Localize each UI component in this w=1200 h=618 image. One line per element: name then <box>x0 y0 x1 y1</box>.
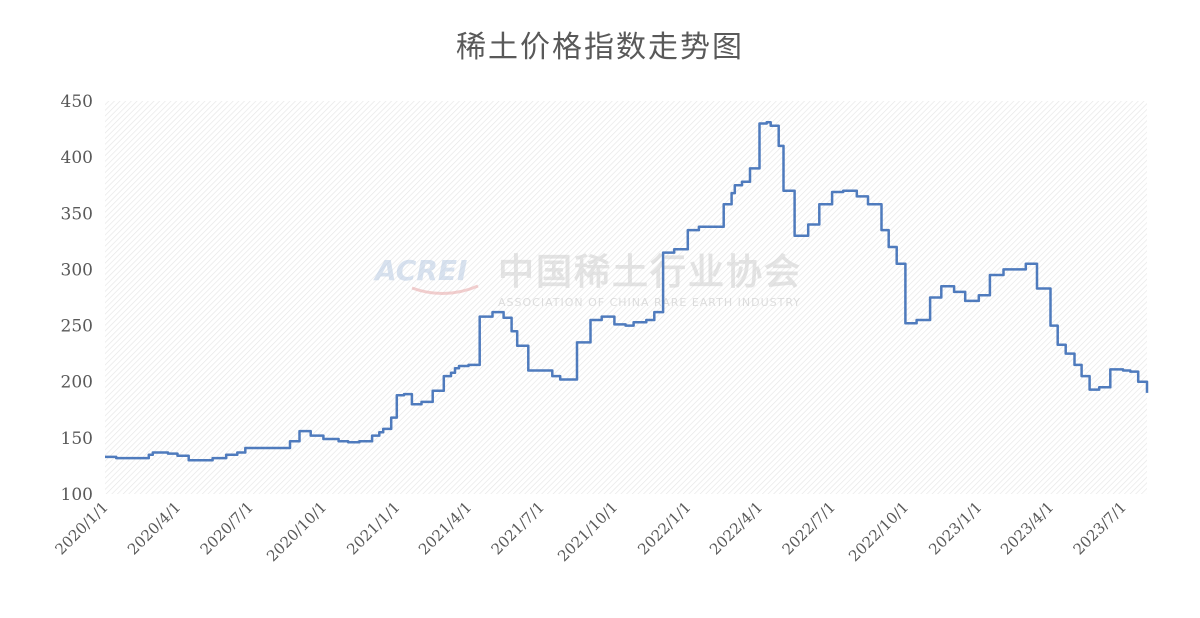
series-line <box>105 121 1149 462</box>
watermark-swoosh-icon <box>411 284 479 296</box>
x-tick-label: 2022/7/1 <box>779 498 839 558</box>
x-tick-label: 2023/7/1 <box>1070 498 1130 558</box>
x-tick-label: 2022/4/1 <box>706 498 766 558</box>
x-tick-label: 2020/1/1 <box>51 498 111 558</box>
x-tick-label: 2023/4/1 <box>997 498 1057 558</box>
x-tick-label: 2021/10/1 <box>554 498 621 565</box>
watermark-logo: ACREI <box>373 254 467 287</box>
x-tick-label: 2021/4/1 <box>415 498 475 558</box>
x-tick-label: 2020/10/1 <box>263 498 330 565</box>
x-tick-label: 2020/4/1 <box>124 498 184 558</box>
y-tick-label: 450 <box>61 92 93 112</box>
watermark: ACREI 中国稀土行业协会 ASSOCIATION OF CHINA RARE… <box>373 252 802 309</box>
y-axis: 100 150 200 250 300 350 400 450 <box>61 92 93 505</box>
y-tick-label: 200 <box>61 373 93 393</box>
y-tick-label: 100 <box>61 485 93 505</box>
watermark-en: ASSOCIATION OF CHINA RARE EARTH INDUSTRY <box>498 296 801 309</box>
chart-title: 稀土价格指数走势图 <box>456 30 744 65</box>
y-tick-label: 400 <box>61 148 93 168</box>
watermark-cn: 中国稀土行业协会 <box>498 252 802 293</box>
x-tick-label: 2020/7/1 <box>197 498 257 558</box>
x-axis: 2020/1/1 2020/4/1 2020/7/1 2020/10/1 2021/1/… <box>51 498 1129 565</box>
plot-area <box>105 101 1147 494</box>
y-tick-label: 350 <box>61 204 93 224</box>
x-tick-label: 2022/1/1 <box>634 498 694 558</box>
x-tick-label: 2021/1/1 <box>343 498 403 558</box>
x-tick-label: 2021/7/1 <box>488 498 548 558</box>
y-tick-label: 150 <box>61 429 93 449</box>
y-tick-label: 250 <box>61 317 93 337</box>
y-tick-label: 300 <box>61 260 93 280</box>
series-layer <box>105 121 1149 462</box>
x-tick-label: 2023/1/1 <box>925 498 985 558</box>
x-tick-label: 2022/10/1 <box>845 498 912 565</box>
